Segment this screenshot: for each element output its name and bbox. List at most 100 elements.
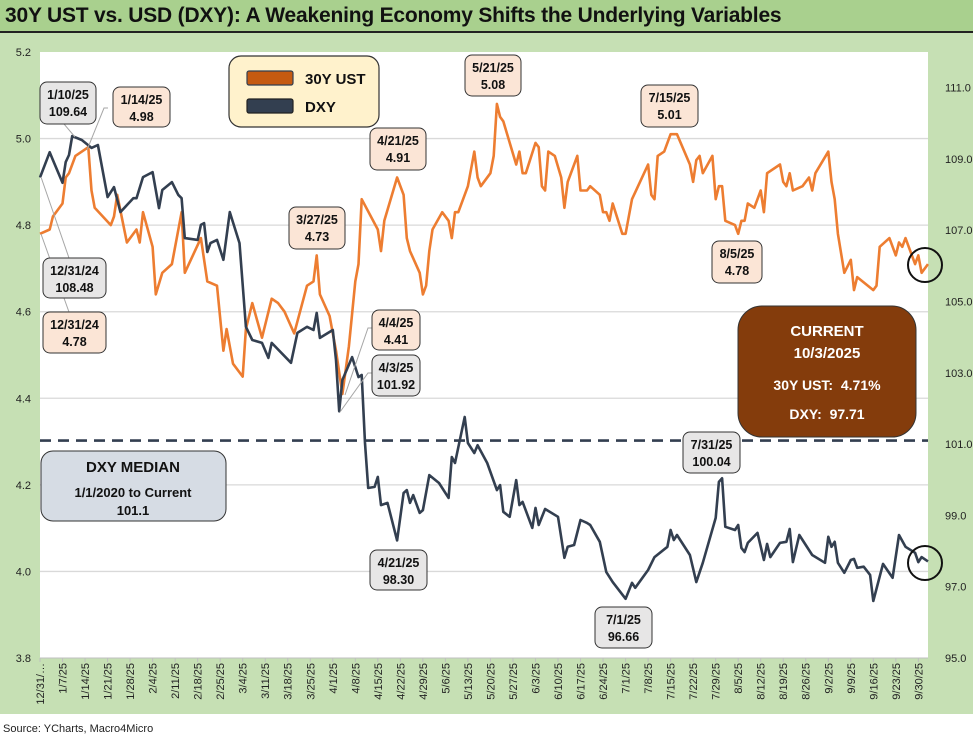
- current-values-box: CURRENT 10/3/2025 30Y UST: 4.71% DXY: 97…: [737, 305, 917, 438]
- x-tick-label: 4/15/25: [373, 663, 385, 700]
- y-right-tick-label: 101.0: [945, 439, 973, 451]
- annotation-box: [42, 257, 107, 299]
- x-tick-label: 3/25/25: [305, 663, 317, 700]
- dxy-median-box: DXY MEDIAN 1/1/2020 to Current 101.1: [40, 450, 227, 522]
- x-tick-label: 6/3/25: [530, 663, 542, 694]
- annotation-date: 1/10/25: [47, 88, 89, 102]
- legend-swatch-dxy: [246, 98, 294, 114]
- annotation-value: 4.73: [305, 230, 329, 244]
- x-tick-label: 7/15/25: [666, 663, 678, 700]
- x-tick-label: 5/27/25: [508, 663, 520, 700]
- x-tick-label: 5/20/25: [485, 663, 497, 700]
- x-tick-label: 7/29/25: [711, 663, 723, 700]
- annotation-ust: 5/21/25 5.08: [464, 54, 522, 97]
- x-tick-label: 9/2/25: [823, 663, 835, 694]
- legend: 30Y UST DXY: [228, 55, 380, 128]
- annotation-box: [371, 309, 421, 351]
- annotation-date: 7/31/25: [691, 438, 733, 452]
- x-tick-label: 3/4/25: [238, 663, 250, 694]
- annotation-leader: [339, 372, 372, 413]
- x-tick-label: 8/26/25: [801, 663, 813, 700]
- x-tick-label: 6/10/25: [553, 663, 565, 700]
- annotation-box: [682, 431, 741, 474]
- y-right-tick-label: 95.0: [945, 653, 966, 665]
- annotation-date: 4/21/25: [377, 134, 419, 148]
- annotation-ust: 1/14/25 4.98: [112, 86, 171, 128]
- current-heading: CURRENT: [790, 323, 863, 340]
- annotation-value: 4.78: [62, 335, 86, 349]
- annotation-box: [39, 81, 97, 125]
- x-tick-label: 2/4/25: [148, 663, 160, 694]
- annotation-box: [594, 606, 653, 649]
- annotation-box: [371, 354, 421, 397]
- annotation-box: [464, 54, 522, 97]
- x-tick-label: 4/1/25: [328, 663, 340, 694]
- x-tick-label: 8/19/25: [778, 663, 790, 700]
- legend-swatch-ust: [246, 70, 294, 86]
- x-tick-label: 5/6/25: [440, 663, 452, 694]
- annotation-dxy: 1/10/25 109.64: [39, 81, 97, 125]
- annotation-value: 4.78: [725, 264, 749, 278]
- y-left-tick-label: 4.6: [16, 307, 31, 319]
- annotation-dxy: 4/21/25 98.30: [369, 549, 428, 591]
- x-tick-label: 4/22/25: [395, 663, 407, 700]
- y-right-tick-label: 99.0: [945, 510, 966, 522]
- x-tick-label: 3/11/25: [260, 663, 272, 699]
- annotation-ust: 7/15/25 5.01: [640, 84, 699, 128]
- current-ust: 30Y UST: 4.71%: [773, 377, 881, 393]
- y-left-tick-label: 5.0: [16, 134, 31, 146]
- annotation-dxy: 7/1/25 96.66: [594, 606, 653, 649]
- y-left-tick-label: 3.8: [16, 653, 31, 665]
- annotation-value: 108.48: [55, 281, 93, 295]
- current-dxy-circle: [907, 545, 943, 581]
- current-dxy: DXY: 97.71: [789, 406, 864, 422]
- annotation-leader: [344, 327, 372, 396]
- annotation-value: 4.98: [129, 110, 153, 124]
- y-right-tick-label: 107.0: [945, 225, 973, 237]
- legend-label-ust: 30Y UST: [305, 71, 366, 88]
- x-tick-label: 1/21/25: [103, 663, 115, 700]
- x-tick-label: 12/31/…: [35, 663, 47, 705]
- x-tick-label: 7/8/25: [643, 663, 655, 694]
- median-heading: DXY MEDIAN: [86, 459, 180, 476]
- y-right-tick-label: 103.0: [945, 368, 973, 380]
- annotation-ust: 3/27/25 4.73: [288, 206, 346, 250]
- y-left-tick-label: 4.2: [16, 480, 31, 492]
- annotation-dxy: 12/31/24 108.48: [42, 257, 107, 299]
- x-tick-label: 9/30/25: [913, 663, 925, 700]
- annotation-box: [369, 549, 428, 591]
- x-tick-label: 1/7/25: [58, 663, 70, 694]
- annotation-ust: 4/4/25 4.41: [371, 309, 421, 351]
- x-tick-label: 2/25/25: [215, 663, 227, 700]
- annotation-box: [711, 240, 763, 284]
- legend-label-dxy: DXY: [305, 99, 336, 116]
- x-tick-label: 8/5/25: [733, 663, 745, 694]
- annotation-box: [112, 86, 171, 128]
- x-tick-label: 1/14/25: [80, 663, 92, 700]
- annotation-date: 7/15/25: [649, 91, 691, 105]
- annotation-dxy: 7/31/25 100.04: [682, 431, 741, 474]
- annotation-value: 96.66: [608, 630, 639, 644]
- ust-series-line: [39, 102, 930, 396]
- x-tick-label: 3/18/25: [283, 663, 295, 700]
- y-right-tick-label: 97.0: [945, 582, 966, 594]
- annotation-date: 4/21/25: [378, 556, 420, 570]
- y-right-tick-label: 109.0: [945, 154, 973, 166]
- median-value: 101.1: [117, 503, 150, 518]
- annotation-date: 12/31/24: [50, 264, 99, 278]
- x-tick-label: 2/18/25: [193, 663, 205, 700]
- annotation-value: 101.92: [377, 378, 415, 392]
- x-tick-label: 4/8/25: [350, 663, 362, 694]
- annotation-value: 5.01: [657, 108, 681, 122]
- x-tick-label: 9/16/25: [868, 663, 880, 700]
- title-bar: 30Y UST vs. USD (DXY): A Weakening Econo…: [0, 0, 973, 33]
- y-left-tick-label: 4.0: [16, 566, 31, 578]
- annotation-box: [42, 311, 107, 354]
- median-period: 1/1/2020 to Current: [74, 485, 192, 500]
- y-right-tick-label: 111.0: [945, 83, 971, 95]
- annotation-date: 12/31/24: [50, 318, 99, 332]
- x-tick-label: 7/22/25: [688, 663, 700, 700]
- y-left-tick-label: 4.4: [16, 393, 31, 405]
- annotation-leader: [86, 107, 108, 151]
